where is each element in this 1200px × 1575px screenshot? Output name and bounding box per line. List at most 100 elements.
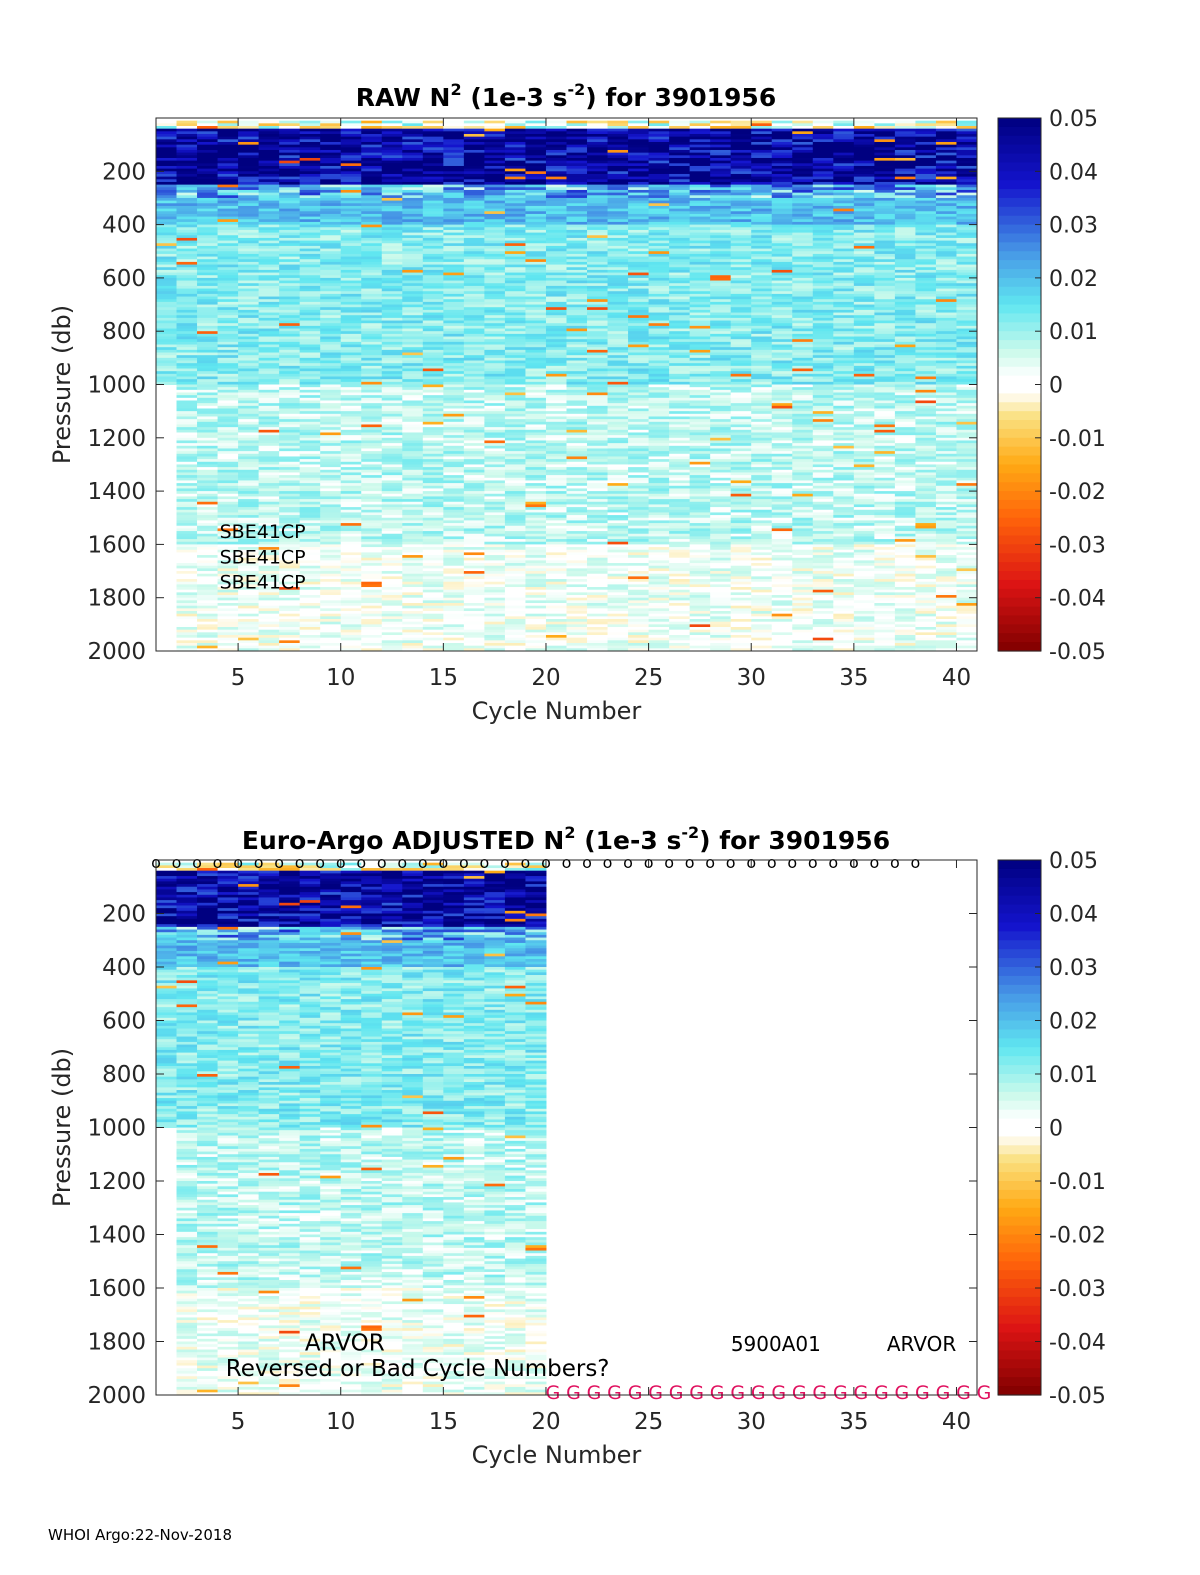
heatmap-cell [504, 379, 526, 383]
heatmap-cell [402, 136, 424, 140]
heatmap-cell [463, 405, 485, 409]
heatmap-cell [361, 477, 383, 481]
heatmap-cell [402, 253, 424, 258]
heatmap-cell [402, 165, 424, 170]
heatmap-cell [504, 136, 526, 140]
heatmap-cell [545, 120, 567, 124]
heatmap-cell [217, 168, 239, 172]
heatmap-cell [463, 517, 485, 521]
heatmap-cell [320, 195, 342, 199]
heatmap-cell [361, 392, 383, 396]
heatmap-cell [504, 445, 526, 449]
heatmap-cell [607, 291, 629, 295]
heatmap-cell [258, 371, 280, 375]
heatmap-cell [422, 173, 444, 178]
heatmap-cell [545, 168, 567, 172]
heatmap-cell [402, 269, 424, 274]
heatmap-cell [422, 125, 444, 130]
heatmap-cell [443, 376, 465, 380]
heatmap-cell [669, 413, 691, 417]
heatmap-cell [648, 451, 670, 455]
heatmap-cell [381, 448, 403, 452]
heatmap-cell [176, 200, 198, 204]
heatmap-cell [587, 229, 609, 234]
heatmap-cell [443, 395, 465, 399]
heatmap-cell [607, 560, 629, 564]
heatmap-cell [320, 427, 342, 431]
heatmap-cell [217, 501, 239, 505]
heatmap-cell [381, 264, 403, 268]
heatmap-cell [176, 608, 198, 612]
heatmap-cell [607, 213, 629, 218]
heatmap-cell [648, 539, 670, 543]
heatmap-cell [217, 243, 239, 247]
heatmap-cell [238, 427, 260, 431]
heatmap-cell [217, 344, 239, 348]
heatmap-cell [197, 605, 219, 609]
heatmap-cell [545, 523, 567, 527]
heatmap-cell [648, 429, 670, 433]
heatmap-cell [648, 181, 670, 186]
heatmap-cell [587, 547, 609, 551]
heatmap-cell [340, 555, 362, 559]
heatmap-cell [607, 267, 629, 271]
heatmap-cell [463, 219, 485, 223]
heatmap-cell [607, 312, 629, 316]
heatmap-cell [176, 531, 198, 535]
heatmap-cell [422, 485, 444, 489]
heatmap-cell [504, 283, 526, 287]
heatmap-cell [176, 240, 198, 244]
heatmap-cell [320, 360, 342, 364]
heatmap-cell [463, 371, 485, 375]
heatmap-cell [279, 453, 301, 457]
heatmap-cell [545, 285, 567, 290]
heatmap-cell [463, 181, 485, 186]
heatmap-cell [566, 528, 588, 532]
heatmap-cell [381, 499, 403, 503]
heatmap-cell [566, 531, 588, 535]
heatmap-cell [361, 517, 383, 521]
heatmap-cell [279, 632, 301, 636]
heatmap-cell [238, 344, 260, 348]
heatmap-cell [320, 477, 342, 481]
heatmap-cell [422, 189, 444, 194]
heatmap-cell [299, 331, 321, 335]
heatmap-cell [648, 165, 670, 170]
heatmap-cell [566, 365, 588, 370]
heatmap-cell [217, 576, 239, 580]
heatmap-cell [525, 499, 547, 503]
heatmap-cell [422, 400, 444, 404]
heatmap-cell [299, 325, 321, 330]
heatmap-cell [361, 536, 383, 540]
heatmap-cell [648, 136, 670, 140]
heatmap-cell [422, 248, 444, 252]
heatmap-cell [176, 232, 198, 236]
heatmap-cell [545, 469, 567, 473]
heatmap-cell [628, 459, 650, 463]
heatmap-cell [545, 443, 567, 447]
heatmap-cell [320, 229, 342, 234]
heatmap-cell [628, 499, 650, 503]
heatmap-cell [340, 547, 362, 551]
heatmap-cell [381, 560, 403, 564]
heatmap-cell [422, 576, 444, 580]
heatmap-cell [587, 595, 609, 599]
heatmap-cell [545, 312, 567, 316]
heatmap-cell [628, 453, 650, 457]
heatmap-cell [279, 563, 301, 567]
heatmap-cell [176, 445, 198, 449]
heatmap-cell [504, 427, 526, 431]
heatmap-cell [504, 640, 526, 644]
heatmap-cell [258, 323, 280, 327]
heatmap-cell [607, 459, 629, 463]
heatmap-cell [279, 253, 301, 258]
heatmap-cell [648, 619, 670, 623]
heatmap-cell [258, 365, 280, 370]
heatmap-cell [463, 613, 485, 617]
heatmap-cell [648, 501, 670, 505]
heatmap-cell [197, 568, 219, 572]
heatmap-cell [361, 187, 383, 191]
heatmap-cell [504, 389, 526, 393]
heatmap-cell [504, 344, 526, 348]
heatmap-cell [648, 133, 670, 138]
